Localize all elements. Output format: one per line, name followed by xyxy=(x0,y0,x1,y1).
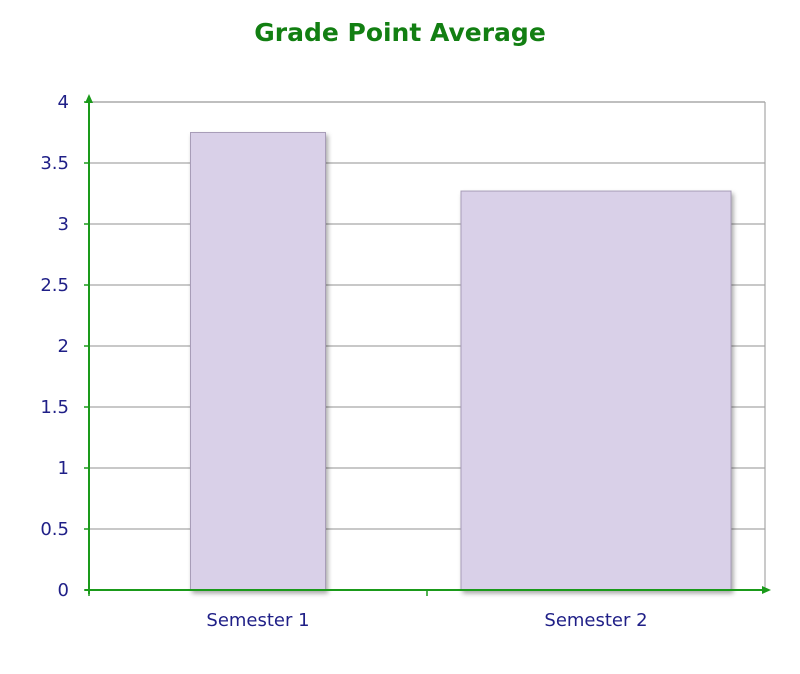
bars xyxy=(190,132,732,591)
y-tick-labels: 0 0.5 1 1.5 2 2.5 3 3.5 4 xyxy=(40,92,89,601)
y-tick-label: 0 xyxy=(58,580,69,601)
y-tick-label: 2.5 xyxy=(40,275,69,296)
chart-title: Grade Point Average xyxy=(254,18,546,47)
y-tick-label: 1.5 xyxy=(40,397,69,418)
y-tick-label: 3 xyxy=(58,214,69,235)
y-tick-label: 4 xyxy=(58,92,69,113)
bar xyxy=(190,132,326,591)
x-category-label: Semester 2 xyxy=(544,610,647,631)
y-tick-label: 1 xyxy=(58,458,69,479)
y-tick-label: 3.5 xyxy=(40,153,69,174)
y-tick-label: 0.5 xyxy=(40,519,69,540)
x-category-labels: Semester 1 Semester 2 xyxy=(206,610,647,631)
x-category-label: Semester 1 xyxy=(206,610,309,631)
y-tick-label: 2 xyxy=(58,336,69,357)
bar xyxy=(460,190,732,591)
